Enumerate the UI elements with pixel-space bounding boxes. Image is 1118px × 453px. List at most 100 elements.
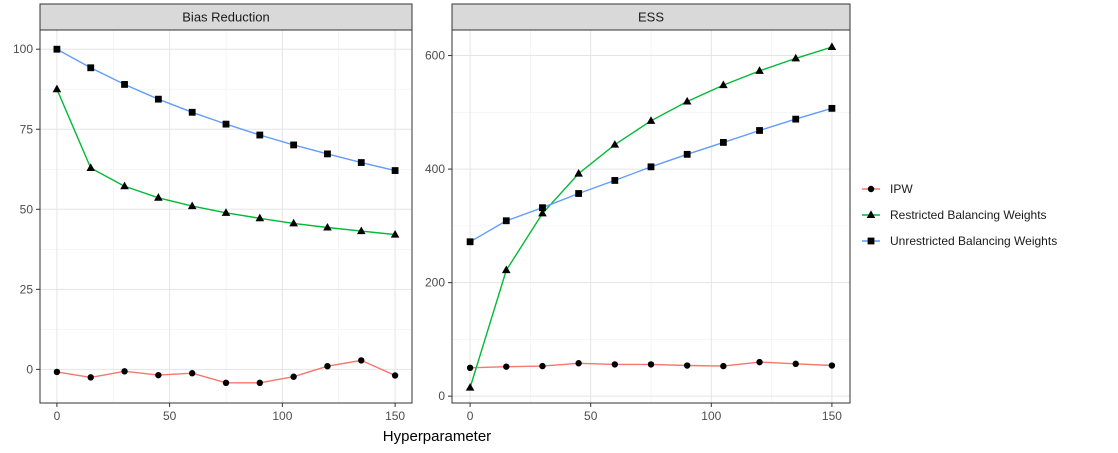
- data-point: [828, 362, 836, 369]
- data-point: [574, 169, 583, 177]
- data-point: [323, 222, 332, 231]
- data-point: [719, 139, 727, 146]
- y-tick-label: 50: [20, 202, 34, 216]
- data-point: [324, 150, 331, 158]
- legend-key-marker: [867, 185, 875, 193]
- data-point: [575, 360, 582, 367]
- data-point: [502, 217, 510, 225]
- x-tick-label: 150: [385, 409, 405, 423]
- y-tick-label: 600: [425, 49, 445, 63]
- data-point: [575, 190, 583, 197]
- y-tick-label: 25: [20, 282, 34, 296]
- data-point: [120, 181, 129, 190]
- panels: Bias Reduction 0 50 100 150 0 25 50 75 100 ESS 0 50 1…: [13, 3, 851, 423]
- legend-label: Unrestricted Balancing Weights: [890, 234, 1057, 248]
- data-point: [539, 362, 546, 370]
- data-point: [358, 357, 365, 364]
- series-restricted-balancing-weights: [465, 42, 837, 391]
- data-point: [53, 45, 61, 53]
- data-point: [290, 141, 298, 149]
- data-point: [87, 64, 95, 72]
- y-tick-label: 0: [438, 389, 445, 403]
- data-point: [646, 116, 656, 124]
- legend-entry-unrestricted-balancing-weights: Unrestricted Balancing Weights: [862, 234, 1057, 248]
- data-point: [256, 131, 264, 139]
- data-point: [290, 373, 297, 380]
- data-point: [154, 95, 162, 103]
- legend-label: Restricted Balancing Weights: [890, 208, 1047, 222]
- y-tick-label: 0: [26, 362, 33, 376]
- data-point: [121, 81, 128, 88]
- series-restricted-balancing-weights: [52, 84, 400, 238]
- axes: 0 50 100 150 0 200 400 600: [425, 49, 842, 423]
- series-unrestricted-balancing-weights: [466, 104, 836, 246]
- data-point: [356, 226, 366, 235]
- legend-key-marker: [867, 237, 875, 245]
- data-point: [720, 362, 727, 370]
- data-point: [755, 66, 764, 74]
- data-point: [466, 364, 474, 372]
- series-ipw: [53, 357, 399, 387]
- data-point: [255, 213, 265, 222]
- y-tick-label: 400: [425, 162, 445, 176]
- y-tick-label: 75: [20, 122, 34, 136]
- panel-bias-reduction: Bias Reduction 0 50 100 150 0 25 50 75 100: [13, 3, 413, 423]
- data-point: [188, 370, 196, 377]
- x-tick-label: 0: [54, 409, 61, 423]
- panel-ess: ESS 0 50 100 150 0 200 400 600: [425, 3, 851, 423]
- data-point: [503, 363, 510, 370]
- x-tick-label: 100: [272, 409, 292, 423]
- data-point: [53, 368, 61, 376]
- x-tick-label: 50: [584, 409, 598, 423]
- panel-title: ESS: [638, 10, 664, 25]
- data-point: [538, 208, 547, 217]
- gridlines: [40, 30, 412, 403]
- data-point: [683, 150, 691, 158]
- data-point: [154, 193, 163, 201]
- data-point: [611, 361, 619, 368]
- data-point: [391, 372, 399, 379]
- data-point: [187, 201, 197, 210]
- x-tick-label: 100: [701, 409, 721, 423]
- data-point: [324, 362, 331, 370]
- y-tick-label: 100: [13, 42, 33, 56]
- data-point: [391, 167, 399, 174]
- data-point: [828, 104, 836, 112]
- data-point: [155, 371, 162, 379]
- data-point: [539, 204, 546, 212]
- data-point: [792, 360, 799, 368]
- data-point: [719, 80, 728, 89]
- data-point: [466, 238, 474, 246]
- legend-entry-ipw: IPW: [862, 182, 913, 196]
- data-point: [610, 140, 620, 148]
- data-point: [52, 84, 62, 93]
- data-point: [792, 115, 800, 123]
- panel-border: [451, 29, 851, 404]
- gridlines: [452, 30, 850, 403]
- x-tick-label: 50: [163, 409, 177, 423]
- data-point: [87, 374, 94, 381]
- y-tick-label: 200: [425, 276, 445, 290]
- legend-label: IPW: [890, 182, 913, 196]
- data-point: [121, 368, 128, 375]
- axes: 0 50 100 150 0 25 50 75 100: [13, 42, 405, 423]
- data-point: [683, 362, 691, 369]
- data-point: [188, 108, 196, 116]
- data-point: [86, 163, 96, 171]
- panel-title: Bias Reduction: [182, 10, 269, 25]
- legend: IPW Restricted Balancing Weights Unrestric…: [862, 182, 1057, 248]
- data-point: [256, 379, 264, 387]
- data-point: [390, 229, 400, 238]
- series-unrestricted-balancing-weights: [53, 45, 399, 174]
- data-point: [289, 218, 298, 227]
- data-point: [501, 265, 511, 274]
- x-tick-label: 0: [467, 409, 474, 423]
- data-point: [357, 159, 365, 166]
- data-point: [221, 208, 231, 216]
- data-point: [827, 42, 837, 51]
- data-point: [647, 361, 655, 368]
- series-ipw: [466, 358, 836, 372]
- data-point: [222, 120, 230, 128]
- x-axis-title: Hyperparameter: [383, 428, 491, 445]
